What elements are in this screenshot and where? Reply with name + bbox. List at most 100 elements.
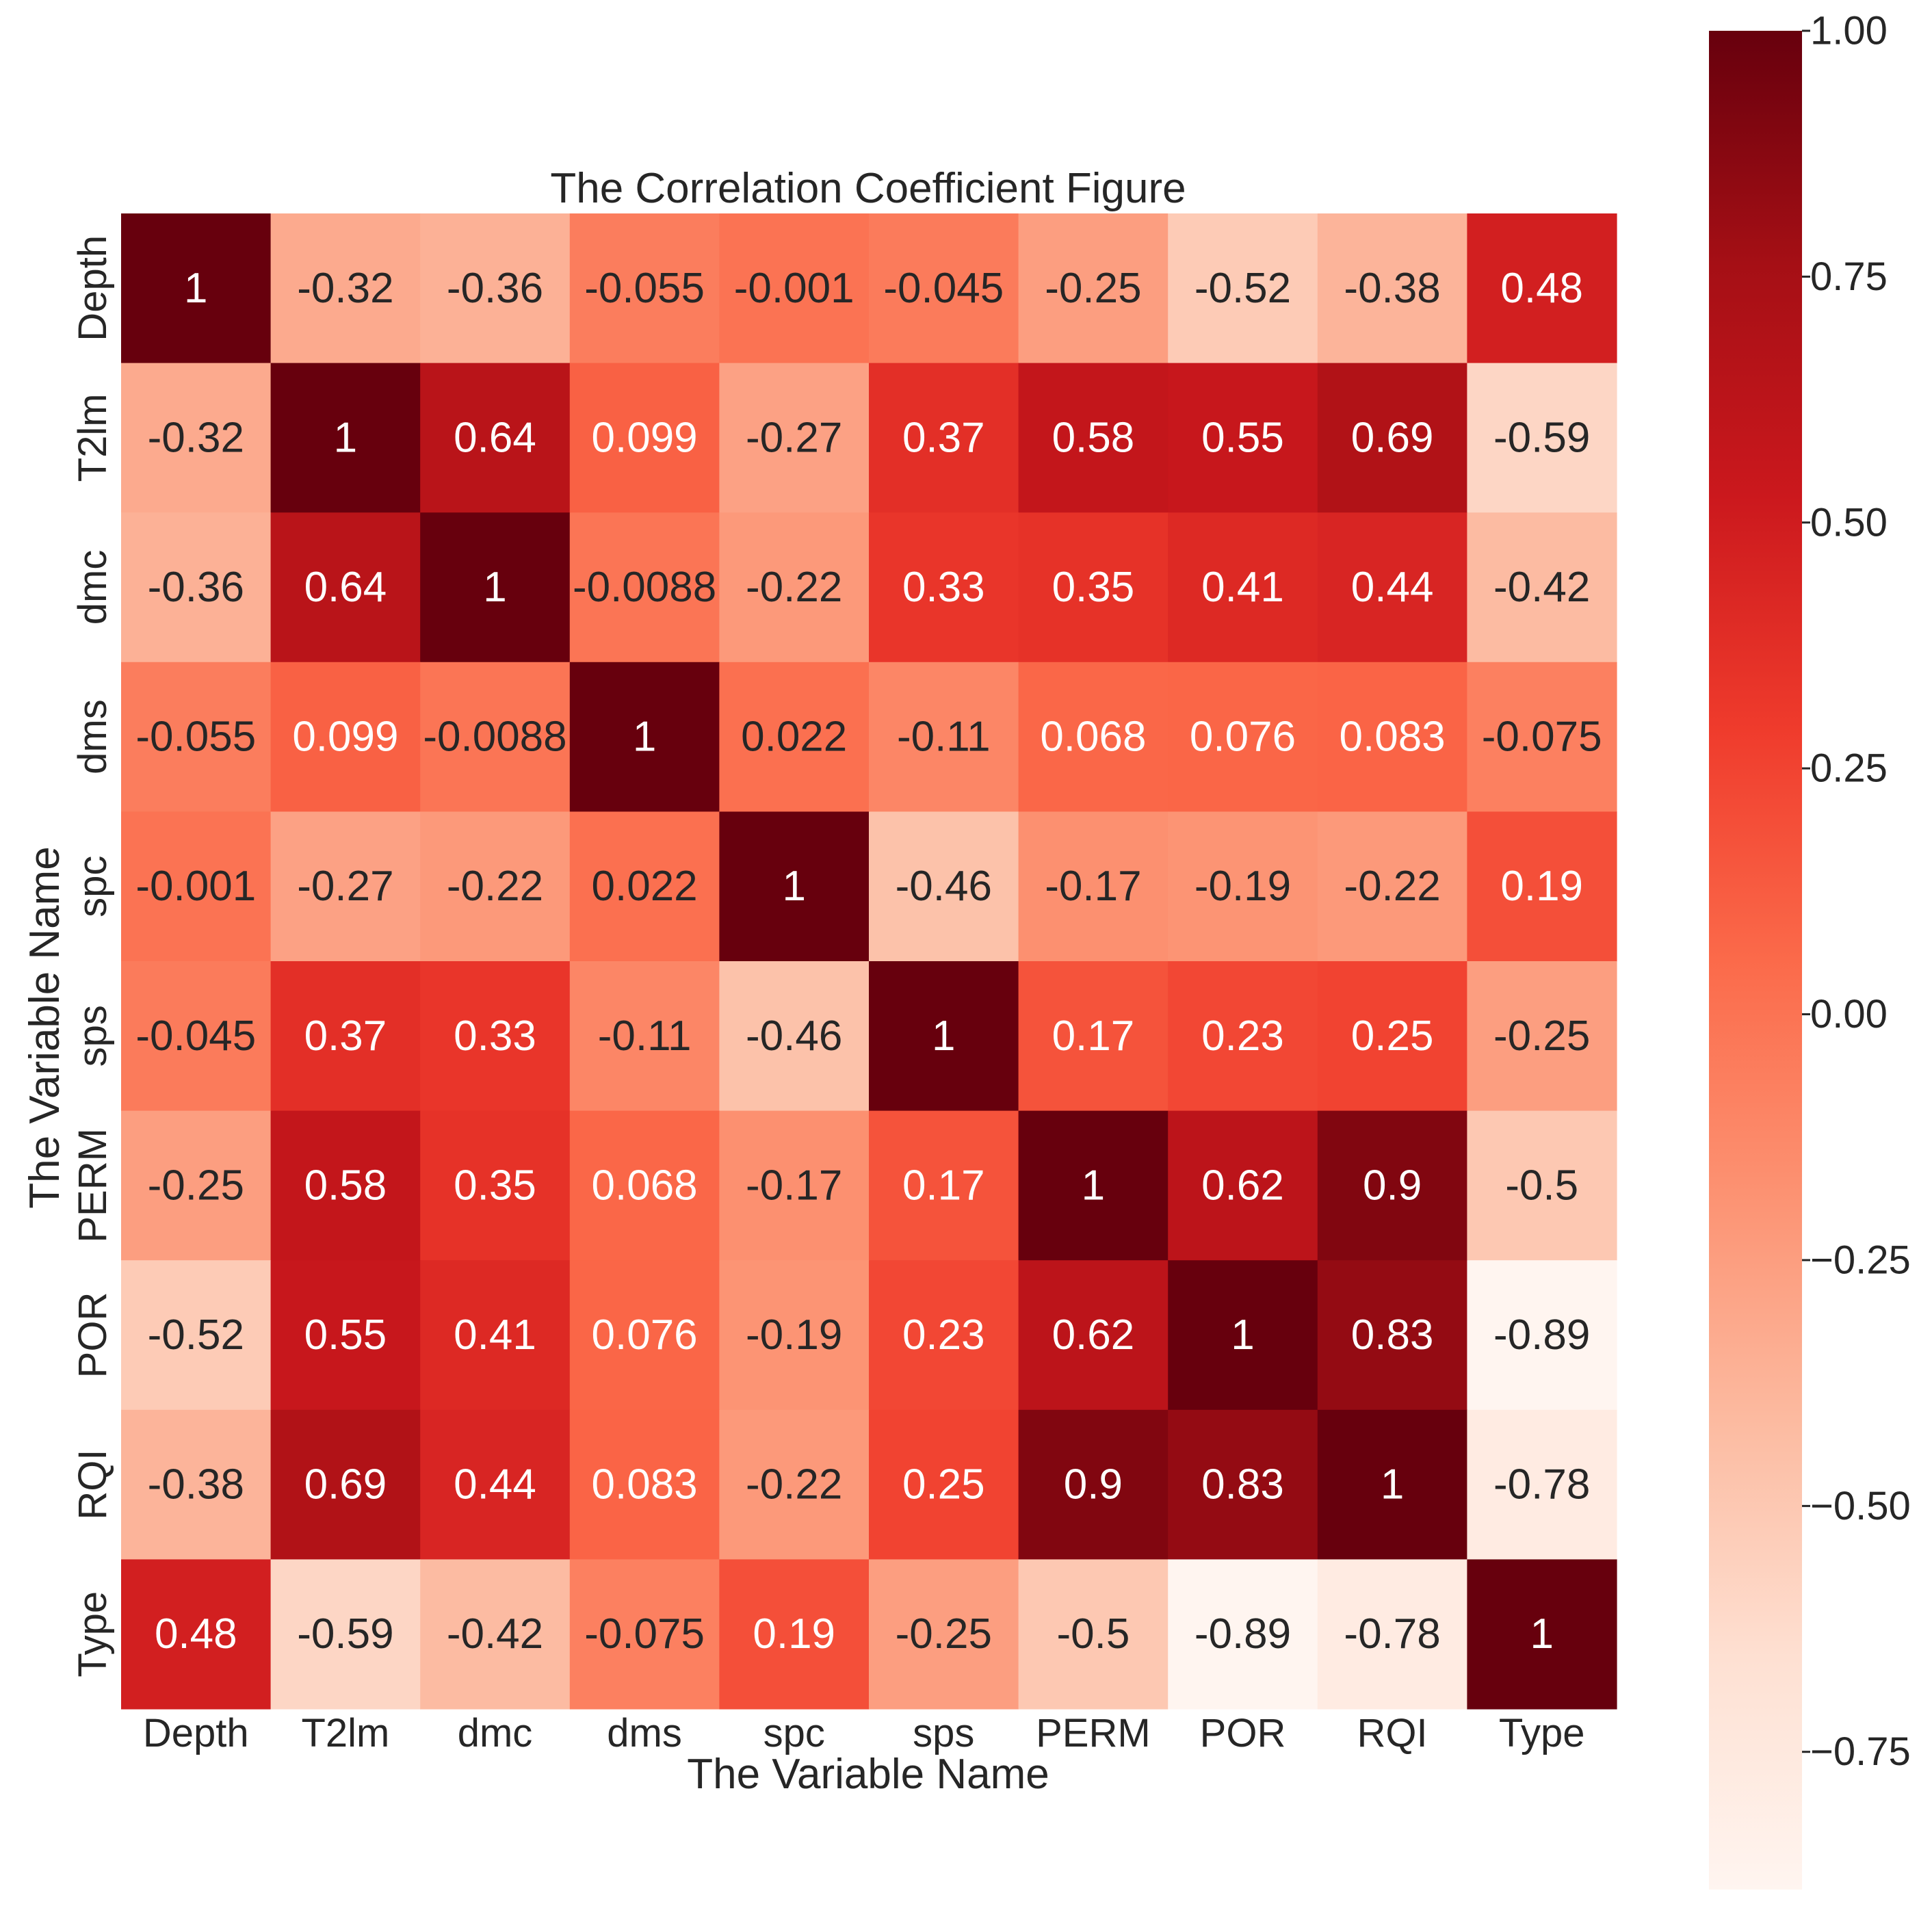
heatmap-cell-PERM-spc xyxy=(719,1110,870,1261)
cell-value-label: -0.001 xyxy=(135,863,256,910)
x-tick-label-POR: POR xyxy=(1200,1711,1286,1755)
heatmap-cell-Type-PERM xyxy=(1018,1559,1169,1710)
cell-value-label: 0.25 xyxy=(902,1461,985,1508)
cell-value-label: 0.022 xyxy=(592,863,698,910)
heatmap-cell-Type-POR xyxy=(1168,1559,1318,1710)
y-axis-tick-labels: Depth T2lm dmc dms spc sps PERM POR RQI Type xyxy=(70,235,115,1677)
cell-value-label: -0.11 xyxy=(897,714,991,761)
colorbar-tick-label: 0.25 xyxy=(1810,746,1888,791)
cell-value-label: -0.045 xyxy=(135,1012,256,1060)
heatmap-cell-RQI-PERM xyxy=(1018,1409,1169,1560)
heatmap-cell-dms-spc xyxy=(719,662,870,812)
colorbar-tick-label: 1.00 xyxy=(1810,9,1888,53)
cell-value-label: 0.55 xyxy=(304,1311,387,1359)
heatmap-cell-dmc-dms xyxy=(569,512,720,663)
cell-value-label: 1 xyxy=(1530,1610,1553,1658)
cell-value-label: 0.83 xyxy=(1351,1311,1434,1359)
cell-value-label: -0.22 xyxy=(447,863,543,910)
x-tick-label-RQI: RQI xyxy=(1357,1711,1428,1755)
cell-value-label: -0.5 xyxy=(1056,1610,1130,1658)
x-axis-label: The Variable Name xyxy=(687,1751,1049,1798)
heatmap-cell-dmc-dmc xyxy=(420,512,571,663)
heatmap-cell-dms-dmc xyxy=(420,662,571,812)
heatmap-cell-RQI-POR xyxy=(1168,1409,1318,1560)
cell-value-label: -0.27 xyxy=(746,414,842,461)
cell-value-label: -0.19 xyxy=(746,1311,842,1359)
heatmap-cell-PERM-Type xyxy=(1467,1110,1617,1261)
cell-value-label: 0.076 xyxy=(592,1311,698,1359)
cell-value-label: -0.59 xyxy=(1493,414,1590,461)
cell-value-label: -0.78 xyxy=(1493,1461,1590,1508)
cell-value-label: 1 xyxy=(334,414,357,461)
cell-value-label: -0.11 xyxy=(598,1012,692,1060)
x-tick-label-spc: spc xyxy=(763,1711,825,1755)
y-tick-label-RQI: RQI xyxy=(70,1450,115,1520)
heatmap-cell-POR-sps xyxy=(869,1260,1019,1411)
heatmap-cell-dms-sps xyxy=(869,662,1019,812)
cell-value-label: -0.25 xyxy=(896,1610,992,1658)
heatmap-cell-POR-Depth xyxy=(121,1260,272,1411)
cell-value-label: 0.23 xyxy=(902,1311,985,1359)
y-tick-label-dmc: dmc xyxy=(70,550,115,625)
cell-value-label: 0.35 xyxy=(1052,564,1135,611)
heatmap-cell-POR-POR xyxy=(1168,1260,1318,1411)
heatmap-cell-labels: 1 -0.32 -0.36 -0.055 -0.001 -0.045 -0.25 -0.52 -… xyxy=(135,265,1602,1658)
cell-value-label: 0.69 xyxy=(1351,414,1434,461)
y-tick-label-T2lm: T2lm xyxy=(70,393,115,482)
heatmap-cell-T2lm-sps xyxy=(869,363,1019,513)
heatmap-cell-PERM-RQI xyxy=(1317,1110,1467,1261)
heatmap-cell-sps-dmc xyxy=(420,961,571,1112)
heatmap-cell-Depth-spc xyxy=(719,213,870,364)
colorbar-tick-label: 0.75 xyxy=(1810,254,1888,299)
cell-value-label: 0.64 xyxy=(454,414,536,461)
cell-value-label: -0.52 xyxy=(148,1311,244,1359)
cell-value-label: -0.42 xyxy=(1493,564,1590,611)
heatmap-cell-sps-PERM xyxy=(1018,961,1169,1112)
chart-title: The Correlation Coefficient Figure xyxy=(550,165,1186,212)
heatmap-cell-Depth-PERM xyxy=(1018,213,1169,364)
heatmap-cell-T2lm-T2lm xyxy=(270,363,421,513)
heatmap-cell-sps-POR xyxy=(1168,961,1318,1112)
cell-value-label: -0.38 xyxy=(148,1461,244,1508)
cell-value-label: 1 xyxy=(932,1012,955,1060)
cell-value-label: -0.22 xyxy=(746,564,842,611)
heatmap-cell-RQI-Type xyxy=(1467,1409,1617,1560)
heatmap-cell-spc-dmc xyxy=(420,811,571,962)
heatmap-cell-T2lm-RQI xyxy=(1317,363,1467,513)
heatmap-cell-Type-T2lm xyxy=(270,1559,421,1710)
cell-value-label: -0.25 xyxy=(148,1162,244,1209)
heatmap-cell-spc-POR xyxy=(1168,811,1318,962)
heatmap-cell-spc-spc xyxy=(719,811,870,962)
heatmap-cell-Type-Type xyxy=(1467,1559,1617,1710)
heatmap-cell-Type-Depth xyxy=(121,1559,272,1710)
colorbar: 1.00 0.75 0.50 0.25 0.00 −0.25 −0.50 −0.75 xyxy=(1709,9,1911,1890)
heatmap-cells xyxy=(121,213,1617,1710)
cell-value-label: 0.48 xyxy=(155,1610,237,1658)
heatmap-cell-POR-T2lm xyxy=(270,1260,421,1411)
heatmap-cell-sps-RQI xyxy=(1317,961,1467,1112)
heatmap-cell-dmc-spc xyxy=(719,512,870,663)
cell-value-label: 0.022 xyxy=(741,714,847,761)
x-tick-label-PERM: PERM xyxy=(1036,1711,1151,1755)
cell-value-label: -0.045 xyxy=(883,265,1004,312)
heatmap-cell-Type-spc xyxy=(719,1559,870,1710)
cell-value-label: 0.41 xyxy=(1201,564,1284,611)
cell-value-label: -0.36 xyxy=(148,564,244,611)
heatmap-cell-sps-sps xyxy=(869,961,1019,1112)
cell-value-label: 0.41 xyxy=(454,1311,536,1359)
heatmap-cell-PERM-Depth xyxy=(121,1110,272,1261)
heatmap-cell-T2lm-dms xyxy=(569,363,720,513)
cell-value-label: 0.9 xyxy=(1363,1162,1422,1209)
cell-value-label: 1 xyxy=(782,863,805,910)
heatmap-cell-dms-POR xyxy=(1168,662,1318,812)
heatmap-cell-spc-Type xyxy=(1467,811,1617,962)
heatmap-cell-spc-dms xyxy=(569,811,720,962)
y-tick-label-dms: dms xyxy=(70,699,115,774)
cell-value-label: 0.9 xyxy=(1064,1461,1123,1508)
cell-value-label: 0.58 xyxy=(1052,414,1135,461)
heatmap-cell-RQI-sps xyxy=(869,1409,1019,1560)
heatmap-cell-dms-Depth xyxy=(121,662,272,812)
cell-value-label: 0.099 xyxy=(292,714,398,761)
colorbar-tick-label: −0.75 xyxy=(1810,1729,1911,1774)
heatmap-cell-Depth-POR xyxy=(1168,213,1318,364)
